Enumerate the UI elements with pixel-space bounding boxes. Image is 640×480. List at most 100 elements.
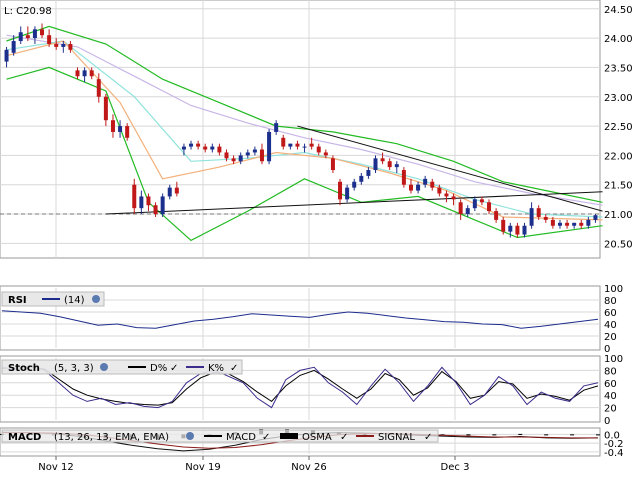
candle bbox=[472, 196, 477, 212]
candle bbox=[437, 184, 442, 197]
x-tick-label: Dec 3 bbox=[441, 462, 470, 473]
candle bbox=[529, 202, 534, 229]
stoch-d-check-icon[interactable]: ✓ bbox=[170, 363, 178, 374]
candle-body bbox=[416, 184, 421, 191]
rsi-tick-label: 80 bbox=[604, 296, 617, 307]
candle bbox=[110, 114, 115, 138]
candle bbox=[458, 199, 463, 220]
candle-body bbox=[529, 208, 534, 226]
candle-body bbox=[47, 35, 52, 44]
candle bbox=[536, 205, 541, 220]
candle bbox=[259, 143, 264, 165]
macd-settings-icon[interactable] bbox=[186, 432, 194, 440]
candle bbox=[61, 41, 66, 53]
candle bbox=[288, 143, 293, 150]
candle bbox=[75, 67, 80, 80]
candle-body bbox=[394, 164, 399, 168]
candle bbox=[479, 196, 484, 206]
candle-body bbox=[110, 120, 115, 132]
candlesticks bbox=[4, 23, 598, 238]
stoch-d-line bbox=[1, 366, 599, 406]
candle bbox=[96, 73, 101, 103]
candle-body bbox=[515, 225, 520, 235]
candle bbox=[550, 216, 555, 229]
candle-body bbox=[359, 175, 364, 182]
candle-body bbox=[281, 137, 286, 147]
candle bbox=[444, 190, 449, 203]
candle bbox=[238, 152, 243, 165]
candle bbox=[380, 152, 385, 165]
candle-body bbox=[4, 49, 9, 62]
candle bbox=[366, 167, 371, 179]
candle bbox=[267, 129, 272, 165]
candle-body bbox=[231, 158, 236, 162]
price-axis: 24.50 24.00 23.50 23.00 22.50 22.00 21.50 21.00… bbox=[604, 5, 633, 251]
candle-body bbox=[196, 143, 201, 147]
rsi-tick-label: 40 bbox=[604, 320, 617, 331]
candle-body bbox=[536, 208, 541, 217]
rsi-settings-icon[interactable] bbox=[92, 295, 100, 303]
candle-body bbox=[522, 225, 527, 235]
candle-body bbox=[68, 43, 73, 50]
stoch-k-label: K% bbox=[208, 363, 224, 374]
candle bbox=[160, 193, 165, 217]
osma-swatch bbox=[280, 433, 298, 439]
candle bbox=[189, 140, 194, 150]
candle bbox=[132, 178, 137, 215]
stoch-tick-label: 20 bbox=[604, 404, 617, 415]
candle-body bbox=[181, 146, 186, 150]
price-tick-label: 22.50 bbox=[604, 122, 633, 133]
osma-check-icon[interactable]: ✓ bbox=[340, 432, 348, 443]
candle-body bbox=[465, 208, 470, 215]
candle bbox=[338, 178, 343, 206]
candle bbox=[295, 140, 300, 150]
stoch-tick-label: 100 bbox=[604, 354, 623, 365]
trend-line bbox=[297, 125, 603, 212]
rsi-tick-label: 0 bbox=[604, 344, 610, 355]
candle-body bbox=[373, 158, 378, 171]
macd-label: MACD bbox=[226, 432, 256, 443]
candle-body bbox=[423, 178, 428, 185]
x-tick-label: Nov 19 bbox=[185, 462, 220, 473]
candle-body bbox=[401, 170, 406, 185]
candle-body bbox=[259, 149, 264, 162]
candle bbox=[501, 216, 506, 235]
signal-check-icon[interactable]: ✓ bbox=[424, 432, 432, 443]
osma-bar bbox=[466, 434, 471, 436]
candle-body bbox=[408, 184, 413, 191]
price-grid bbox=[0, 0, 600, 258]
rsi-tick-label: 100 bbox=[604, 284, 623, 295]
price-indicators bbox=[6, 25, 603, 242]
candle-body bbox=[54, 43, 59, 47]
candle-body bbox=[61, 43, 66, 47]
candle bbox=[224, 149, 229, 162]
candle bbox=[11, 35, 16, 56]
candle-body bbox=[487, 202, 492, 212]
candle bbox=[430, 178, 435, 191]
rsi-line bbox=[1, 310, 599, 329]
stoch-k-check-icon[interactable]: ✓ bbox=[230, 363, 238, 374]
stoch-settings-icon[interactable] bbox=[100, 363, 108, 371]
candle-body bbox=[479, 199, 484, 203]
candle-body bbox=[210, 146, 215, 150]
rsi-tick-label: 20 bbox=[604, 332, 617, 343]
candle-body bbox=[330, 158, 335, 171]
candle bbox=[572, 222, 577, 229]
macd-tick-label: -0.2 bbox=[604, 439, 624, 450]
candle bbox=[47, 29, 52, 47]
candle-body bbox=[508, 225, 513, 232]
candle-body bbox=[252, 149, 257, 153]
candle-body bbox=[352, 181, 357, 188]
candle bbox=[487, 199, 492, 215]
macd-check-icon[interactable]: ✓ bbox=[262, 432, 270, 443]
macd-axis: 0.0-0.2-0.4 bbox=[604, 430, 624, 458]
candle-body bbox=[18, 32, 23, 42]
candle-body bbox=[437, 187, 442, 194]
candle-body bbox=[557, 222, 562, 226]
bollinger-lower-line bbox=[6, 66, 603, 242]
price-tick-label: 24.00 bbox=[604, 34, 633, 45]
candle bbox=[40, 23, 45, 39]
stoch-k-line bbox=[1, 364, 599, 409]
osma-bar bbox=[492, 434, 497, 436]
